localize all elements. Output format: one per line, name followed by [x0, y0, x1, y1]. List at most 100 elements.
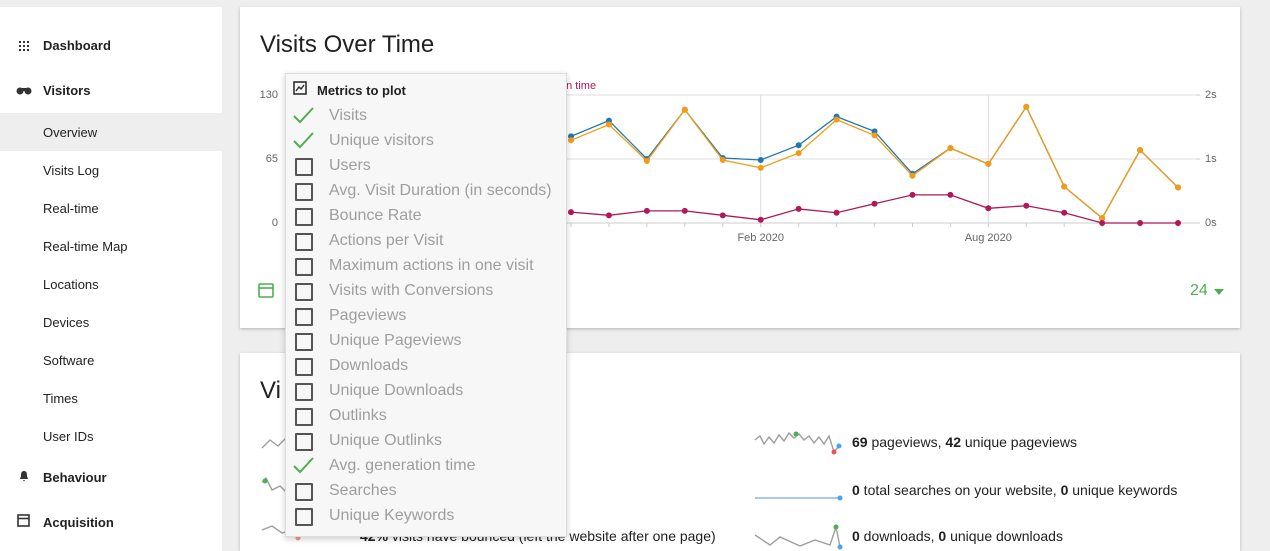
- checkbox[interactable]: [295, 208, 313, 226]
- picker-item[interactable]: Unique Downloads: [329, 382, 464, 399]
- menu-item[interactable]: User IDs: [43, 429, 94, 444]
- checkbox[interactable]: [295, 508, 313, 526]
- menu-item[interactable]: Real-time: [43, 201, 99, 216]
- picker-item[interactable]: Outlinks: [329, 407, 387, 424]
- data-point: [757, 156, 764, 163]
- checkbox[interactable]: [295, 233, 313, 251]
- data-point: [795, 142, 802, 149]
- data-point: [1099, 220, 1106, 226]
- data-point: [605, 121, 612, 128]
- picker-item[interactable]: Unique Keywords: [329, 507, 455, 524]
- checkbox[interactable]: [295, 158, 313, 176]
- y2-tick-label: 1s: [1205, 153, 1217, 165]
- data-point: [985, 160, 992, 167]
- y2-tick-label: 2s: [1205, 89, 1217, 101]
- picker-icon: [293, 81, 307, 95]
- legend-fragment: on time: [560, 80, 596, 92]
- checkbox[interactable]: [295, 308, 313, 326]
- data-point: [985, 205, 992, 212]
- data-point: [568, 209, 574, 216]
- overview-line: 0 downloads, 0 unique downloads: [852, 528, 1063, 544]
- stat-text: total searches on your website,: [859, 482, 1061, 498]
- data-point: [681, 207, 688, 214]
- picker-item[interactable]: Searches: [329, 482, 397, 499]
- data-point: [909, 191, 916, 198]
- y-tick-label: 130: [260, 89, 278, 101]
- data-point: [871, 132, 878, 139]
- picker-item[interactable]: Unique visitors: [329, 132, 434, 149]
- data-point: [1061, 183, 1068, 190]
- x-tick-label: Feb 2020: [737, 232, 783, 244]
- checkmark-path: [293, 132, 314, 149]
- picker-item[interactable]: Unique Pageviews: [329, 332, 462, 349]
- card-title: Visits Over Time: [260, 31, 435, 58]
- picker-item[interactable]: Avg. Visit Duration (in seconds): [329, 182, 552, 199]
- calendar-icon[interactable]: [258, 283, 274, 298]
- checkbox[interactable]: [295, 383, 313, 401]
- menu-group[interactable]: Visitors: [43, 83, 91, 98]
- menu-group[interactable]: Behaviour: [43, 470, 107, 485]
- checkbox[interactable]: [295, 283, 313, 301]
- stat-text: unique pageviews: [960, 434, 1077, 450]
- menu-item[interactable]: Software: [43, 353, 95, 368]
- picker-item[interactable]: Maximum actions in one visit: [329, 257, 534, 274]
- data-point: [833, 116, 840, 123]
- picker-title: Metrics to plot: [317, 83, 406, 98]
- dashboard-icon: [19, 41, 29, 51]
- checkmark-path: [293, 107, 314, 124]
- picker-item[interactable]: Avg. generation time: [329, 457, 476, 474]
- picker-item[interactable]: Visits: [329, 107, 367, 124]
- menu-item[interactable]: Overview: [43, 125, 98, 140]
- checkmark: [293, 132, 314, 149]
- data-point: [568, 137, 574, 144]
- checkbox[interactable]: [295, 258, 313, 276]
- stat-number: 0: [1060, 482, 1069, 498]
- checkbox[interactable]: [295, 408, 313, 426]
- period-select[interactable]: 24: [1190, 282, 1208, 299]
- behaviour-icon: [20, 471, 28, 482]
- menu-item[interactable]: Times: [43, 391, 78, 406]
- checkbox[interactable]: [295, 333, 313, 351]
- data-point: [947, 145, 954, 152]
- picker-item[interactable]: Downloads: [329, 357, 409, 374]
- menu-group[interactable]: Acquisition: [43, 515, 114, 530]
- stat-text: pageviews,: [867, 434, 946, 450]
- stat-text: unique downloads: [946, 528, 1063, 544]
- checkbox[interactable]: [295, 358, 313, 376]
- stat-text: downloads,: [859, 528, 939, 544]
- stat-number: 69: [852, 434, 868, 450]
- visitors-icon: [16, 87, 32, 95]
- data-point: [757, 216, 764, 223]
- stat-number: 0: [852, 528, 860, 544]
- checkbox[interactable]: [295, 433, 313, 451]
- stat-text: unique keywords: [1068, 482, 1178, 498]
- data-point: [681, 106, 688, 113]
- overview-line: 69 pageviews, 42 unique pageviews: [852, 434, 1077, 450]
- menu-item[interactable]: Visits Log: [43, 163, 100, 178]
- checkbox[interactable]: [295, 483, 313, 501]
- picker-item[interactable]: Actions per Visit: [329, 232, 444, 249]
- picker-item[interactable]: Users: [329, 157, 371, 174]
- menu-item[interactable]: Real-time Map: [43, 239, 128, 254]
- stat-number: 0: [938, 528, 947, 544]
- menu-item[interactable]: Devices: [43, 315, 90, 330]
- picker-item[interactable]: Visits with Conversions: [329, 282, 494, 299]
- checkbox[interactable]: [295, 183, 313, 201]
- data-point: [1099, 215, 1106, 222]
- data-point: [1023, 202, 1030, 209]
- picker-item[interactable]: Pageviews: [329, 307, 407, 324]
- y-tick-label: 0: [272, 217, 278, 229]
- period-caret[interactable]: [1214, 289, 1224, 295]
- data-point: [1175, 184, 1182, 191]
- checkmark: [293, 107, 314, 124]
- picker-item[interactable]: Bounce Rate: [329, 207, 422, 224]
- picker-item[interactable]: Unique Outlinks: [329, 432, 442, 449]
- data-point: [947, 191, 954, 198]
- data-point: [605, 212, 612, 219]
- series-line: [570, 194, 1179, 224]
- data-point: [719, 212, 726, 219]
- metrics-picker: Metrics to plot Visits Unique visitors Use…: [285, 73, 567, 537]
- menu-group[interactable]: Dashboard: [43, 38, 111, 53]
- menu-item[interactable]: Locations: [43, 277, 99, 292]
